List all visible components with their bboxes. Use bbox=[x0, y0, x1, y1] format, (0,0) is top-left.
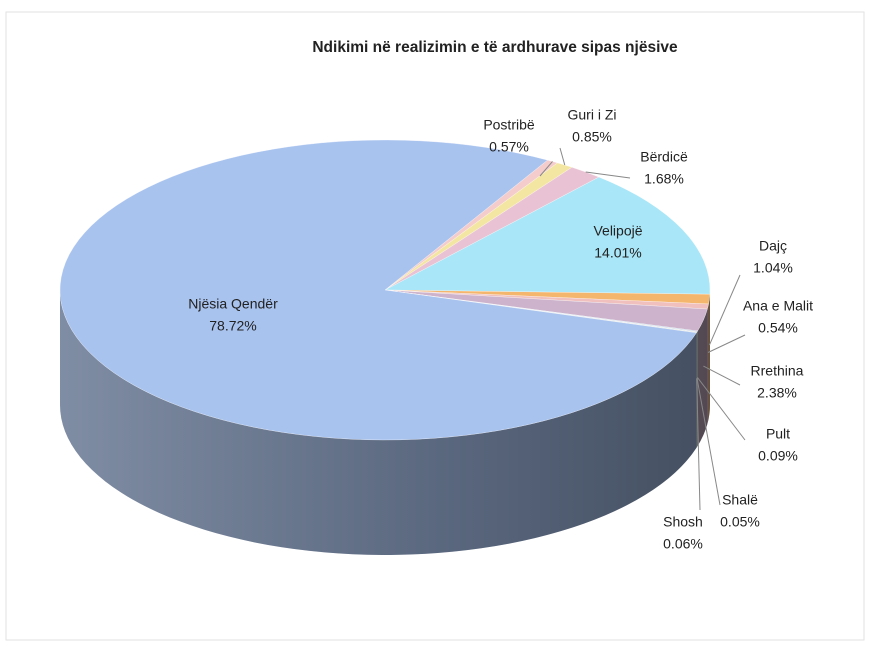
slice-label: Postribë bbox=[483, 117, 535, 133]
slice-value-label: 1.68% bbox=[644, 171, 684, 187]
leader-line bbox=[696, 377, 746, 441]
slice-value-label: 0.06% bbox=[663, 536, 703, 552]
slice-label: Dajç bbox=[759, 238, 787, 254]
slice-value-label: 14.01% bbox=[594, 245, 641, 261]
slice bbox=[59, 139, 697, 441]
slice-value-label: 0.54% bbox=[758, 320, 798, 336]
slice-value-label: 2.38% bbox=[757, 385, 797, 401]
slice-label: Pult bbox=[766, 426, 790, 442]
slice-value-label: 1.04% bbox=[753, 260, 793, 276]
chart-title: Ndikimi në realizimin e të ardhurave sip… bbox=[312, 39, 678, 56]
leader-line bbox=[707, 334, 746, 353]
slice-value-label: 0.09% bbox=[758, 448, 798, 464]
leader-line bbox=[539, 161, 553, 177]
slice-value-label: 0.05% bbox=[720, 514, 760, 530]
slice-label: Ana e Malit bbox=[743, 298, 813, 314]
slice-label: Shalë bbox=[722, 492, 758, 508]
slice-value-label: 78.72% bbox=[209, 318, 256, 334]
slice-label: Njësia Qendër bbox=[188, 296, 278, 312]
slice-value-label: 0.57% bbox=[489, 139, 529, 155]
slice-label: Shosh bbox=[663, 514, 703, 530]
leader-line bbox=[585, 171, 631, 179]
slice-side bbox=[708, 294, 710, 419]
slice-label: Rrethina bbox=[751, 363, 804, 379]
slice bbox=[384, 176, 711, 295]
leader-line bbox=[696, 377, 721, 506]
leader-line bbox=[703, 365, 741, 386]
chart-border bbox=[5, 11, 865, 641]
slice-label: Guri i Zi bbox=[568, 107, 617, 123]
leader-line bbox=[559, 147, 566, 166]
leader-line bbox=[696, 378, 701, 511]
slice-side bbox=[707, 303, 709, 425]
slice-value-label: 0.85% bbox=[572, 129, 612, 145]
slice-label: Bërdicë bbox=[640, 149, 688, 165]
slice-label: Velipojë bbox=[593, 223, 642, 239]
leader-line bbox=[708, 274, 741, 346]
